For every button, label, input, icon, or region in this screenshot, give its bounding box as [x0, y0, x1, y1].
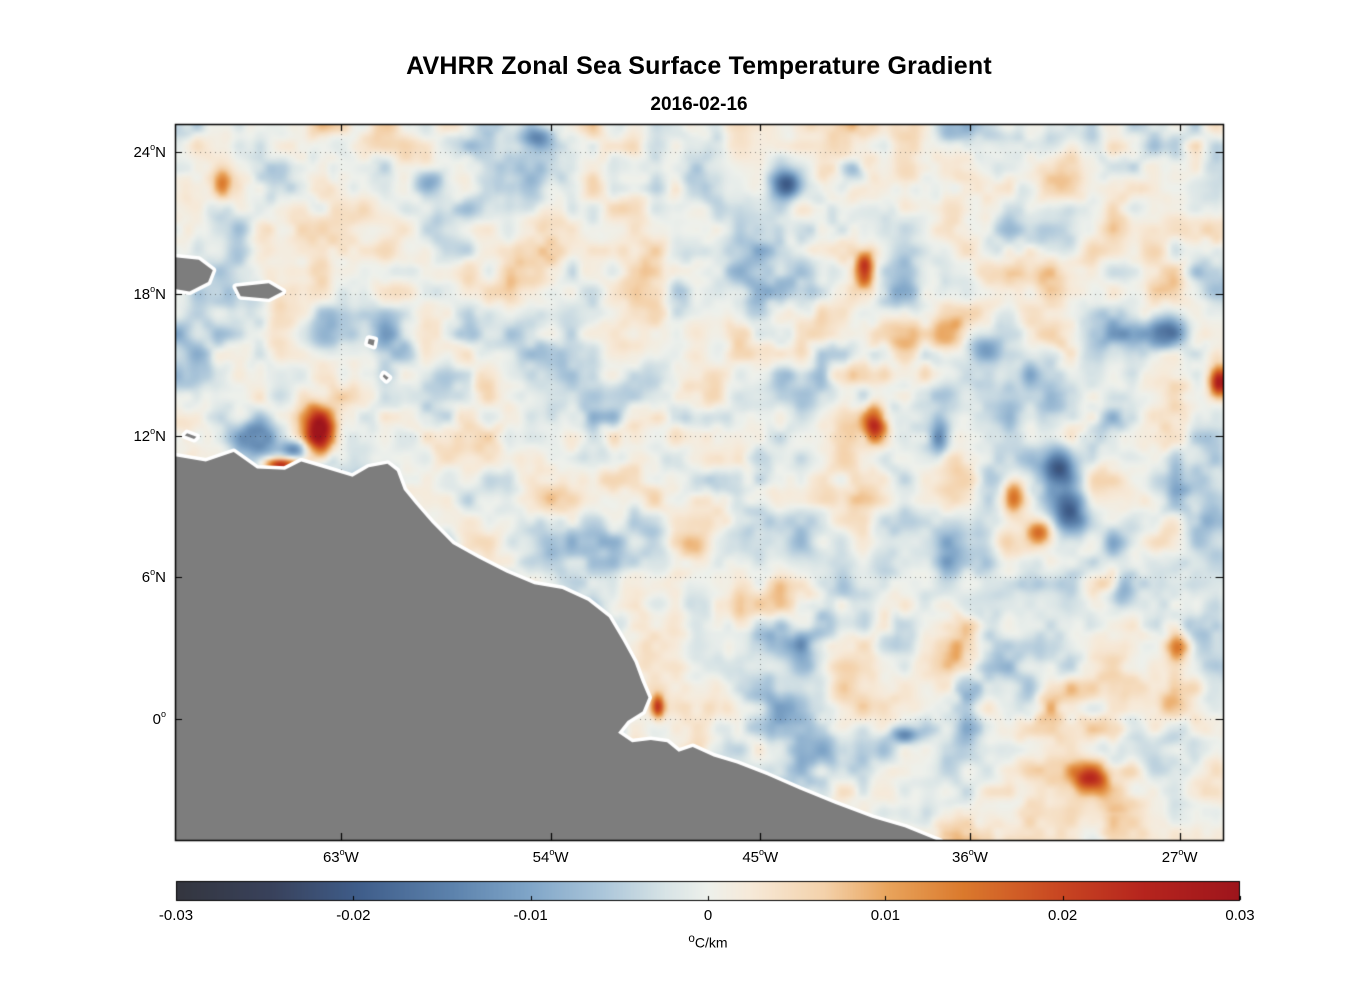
colorbar-tick-label: 0.01: [870, 907, 900, 924]
x-tick-label: 63oW: [322, 847, 359, 866]
colorbar-tick-label: 0.02: [1048, 907, 1078, 924]
x-tick-label: 54oW: [532, 847, 569, 866]
x-tick-label: 36oW: [952, 847, 988, 866]
y-tick-label: 12oN: [133, 425, 166, 445]
colorbar-tick-label: 0.03: [1225, 907, 1255, 924]
y-tick-label: 24oN: [133, 142, 166, 162]
colorbar-tick-label: -0.03: [158, 907, 194, 924]
chart-title: AVHRR Zonal Sea Surface Temperature Grad…: [406, 52, 992, 80]
y-tick-label: 6oN: [141, 567, 166, 587]
colorbar-tick-label: -0.02: [336, 907, 371, 924]
chart-subtitle: 2016-02-16: [650, 94, 748, 115]
colorbar-label: oC/km: [688, 932, 728, 951]
colorbar-tick-label: -0.01: [513, 907, 548, 924]
x-tick-label: 45oW: [742, 847, 779, 866]
y-tick-label: 0o: [152, 708, 166, 728]
y-tick-label: 18oN: [133, 283, 166, 303]
colorbar-tick-label: 0: [703, 907, 713, 924]
x-tick-label: 27oW: [1161, 847, 1198, 866]
